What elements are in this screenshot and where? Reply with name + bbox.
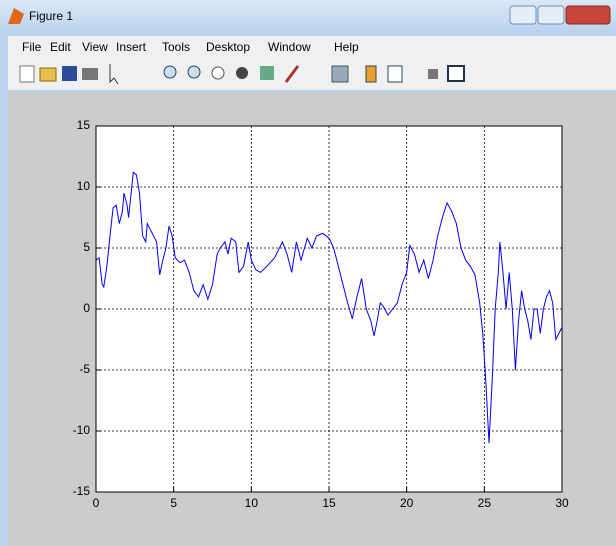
data-line — [95, 171, 563, 444]
maximize-button[interactable] — [537, 5, 565, 25]
menu-item[interactable]: View — [82, 40, 108, 54]
y-tick-label: 10 — [77, 179, 91, 193]
x-tick-label: 0 — [93, 496, 100, 510]
tool-icon[interactable] — [62, 66, 77, 81]
menu-item[interactable]: Desktop — [206, 40, 250, 54]
app-icon — [8, 8, 24, 24]
x-tick-label: 30 — [555, 496, 569, 510]
y-tick-label: -15 — [73, 484, 91, 498]
window-title: Figure 1 — [29, 9, 73, 23]
tool-icon[interactable] — [82, 68, 98, 80]
tool-icon[interactable] — [331, 65, 349, 83]
menu-item[interactable]: Edit — [50, 40, 71, 54]
menu-toolbar-area — [8, 36, 616, 90]
close-button[interactable] — [565, 5, 611, 25]
tool-icon[interactable] — [187, 65, 201, 79]
menu-item[interactable]: Tools — [162, 40, 190, 54]
y-tick-label: 5 — [83, 240, 90, 254]
x-tick-label: 5 — [170, 496, 177, 510]
y-tick-label: 0 — [83, 301, 90, 315]
y-tick-label: -5 — [79, 362, 90, 376]
tool-icon[interactable] — [39, 67, 57, 82]
tool-icon[interactable] — [109, 64, 119, 85]
y-tick-label: 15 — [77, 118, 91, 132]
tool-icon[interactable] — [387, 65, 403, 83]
tool-icon[interactable] — [447, 65, 465, 82]
tool-icon[interactable] — [211, 66, 225, 80]
x-tick-label: 20 — [400, 496, 414, 510]
x-tick-label: 25 — [478, 496, 492, 510]
tool-icon[interactable] — [284, 65, 300, 83]
axes-box — [95, 125, 563, 493]
y-tick-label: -10 — [73, 423, 91, 437]
toolbar — [19, 64, 465, 85]
x-tick-label: 15 — [322, 496, 336, 510]
tool-icon[interactable] — [236, 67, 248, 79]
x-tick-label: 10 — [245, 496, 259, 510]
tool-icon[interactable] — [428, 69, 438, 79]
menu-item[interactable]: Help — [334, 40, 359, 54]
tool-icon[interactable] — [163, 65, 177, 79]
tool-icon[interactable] — [260, 66, 274, 80]
minimize-button[interactable] — [509, 5, 537, 25]
menu-item[interactable]: Insert — [116, 40, 147, 54]
menu-item[interactable]: File — [22, 40, 42, 54]
menu-item[interactable]: Window — [268, 40, 311, 54]
tool-icon[interactable] — [19, 65, 35, 83]
tool-icon[interactable] — [365, 65, 377, 83]
